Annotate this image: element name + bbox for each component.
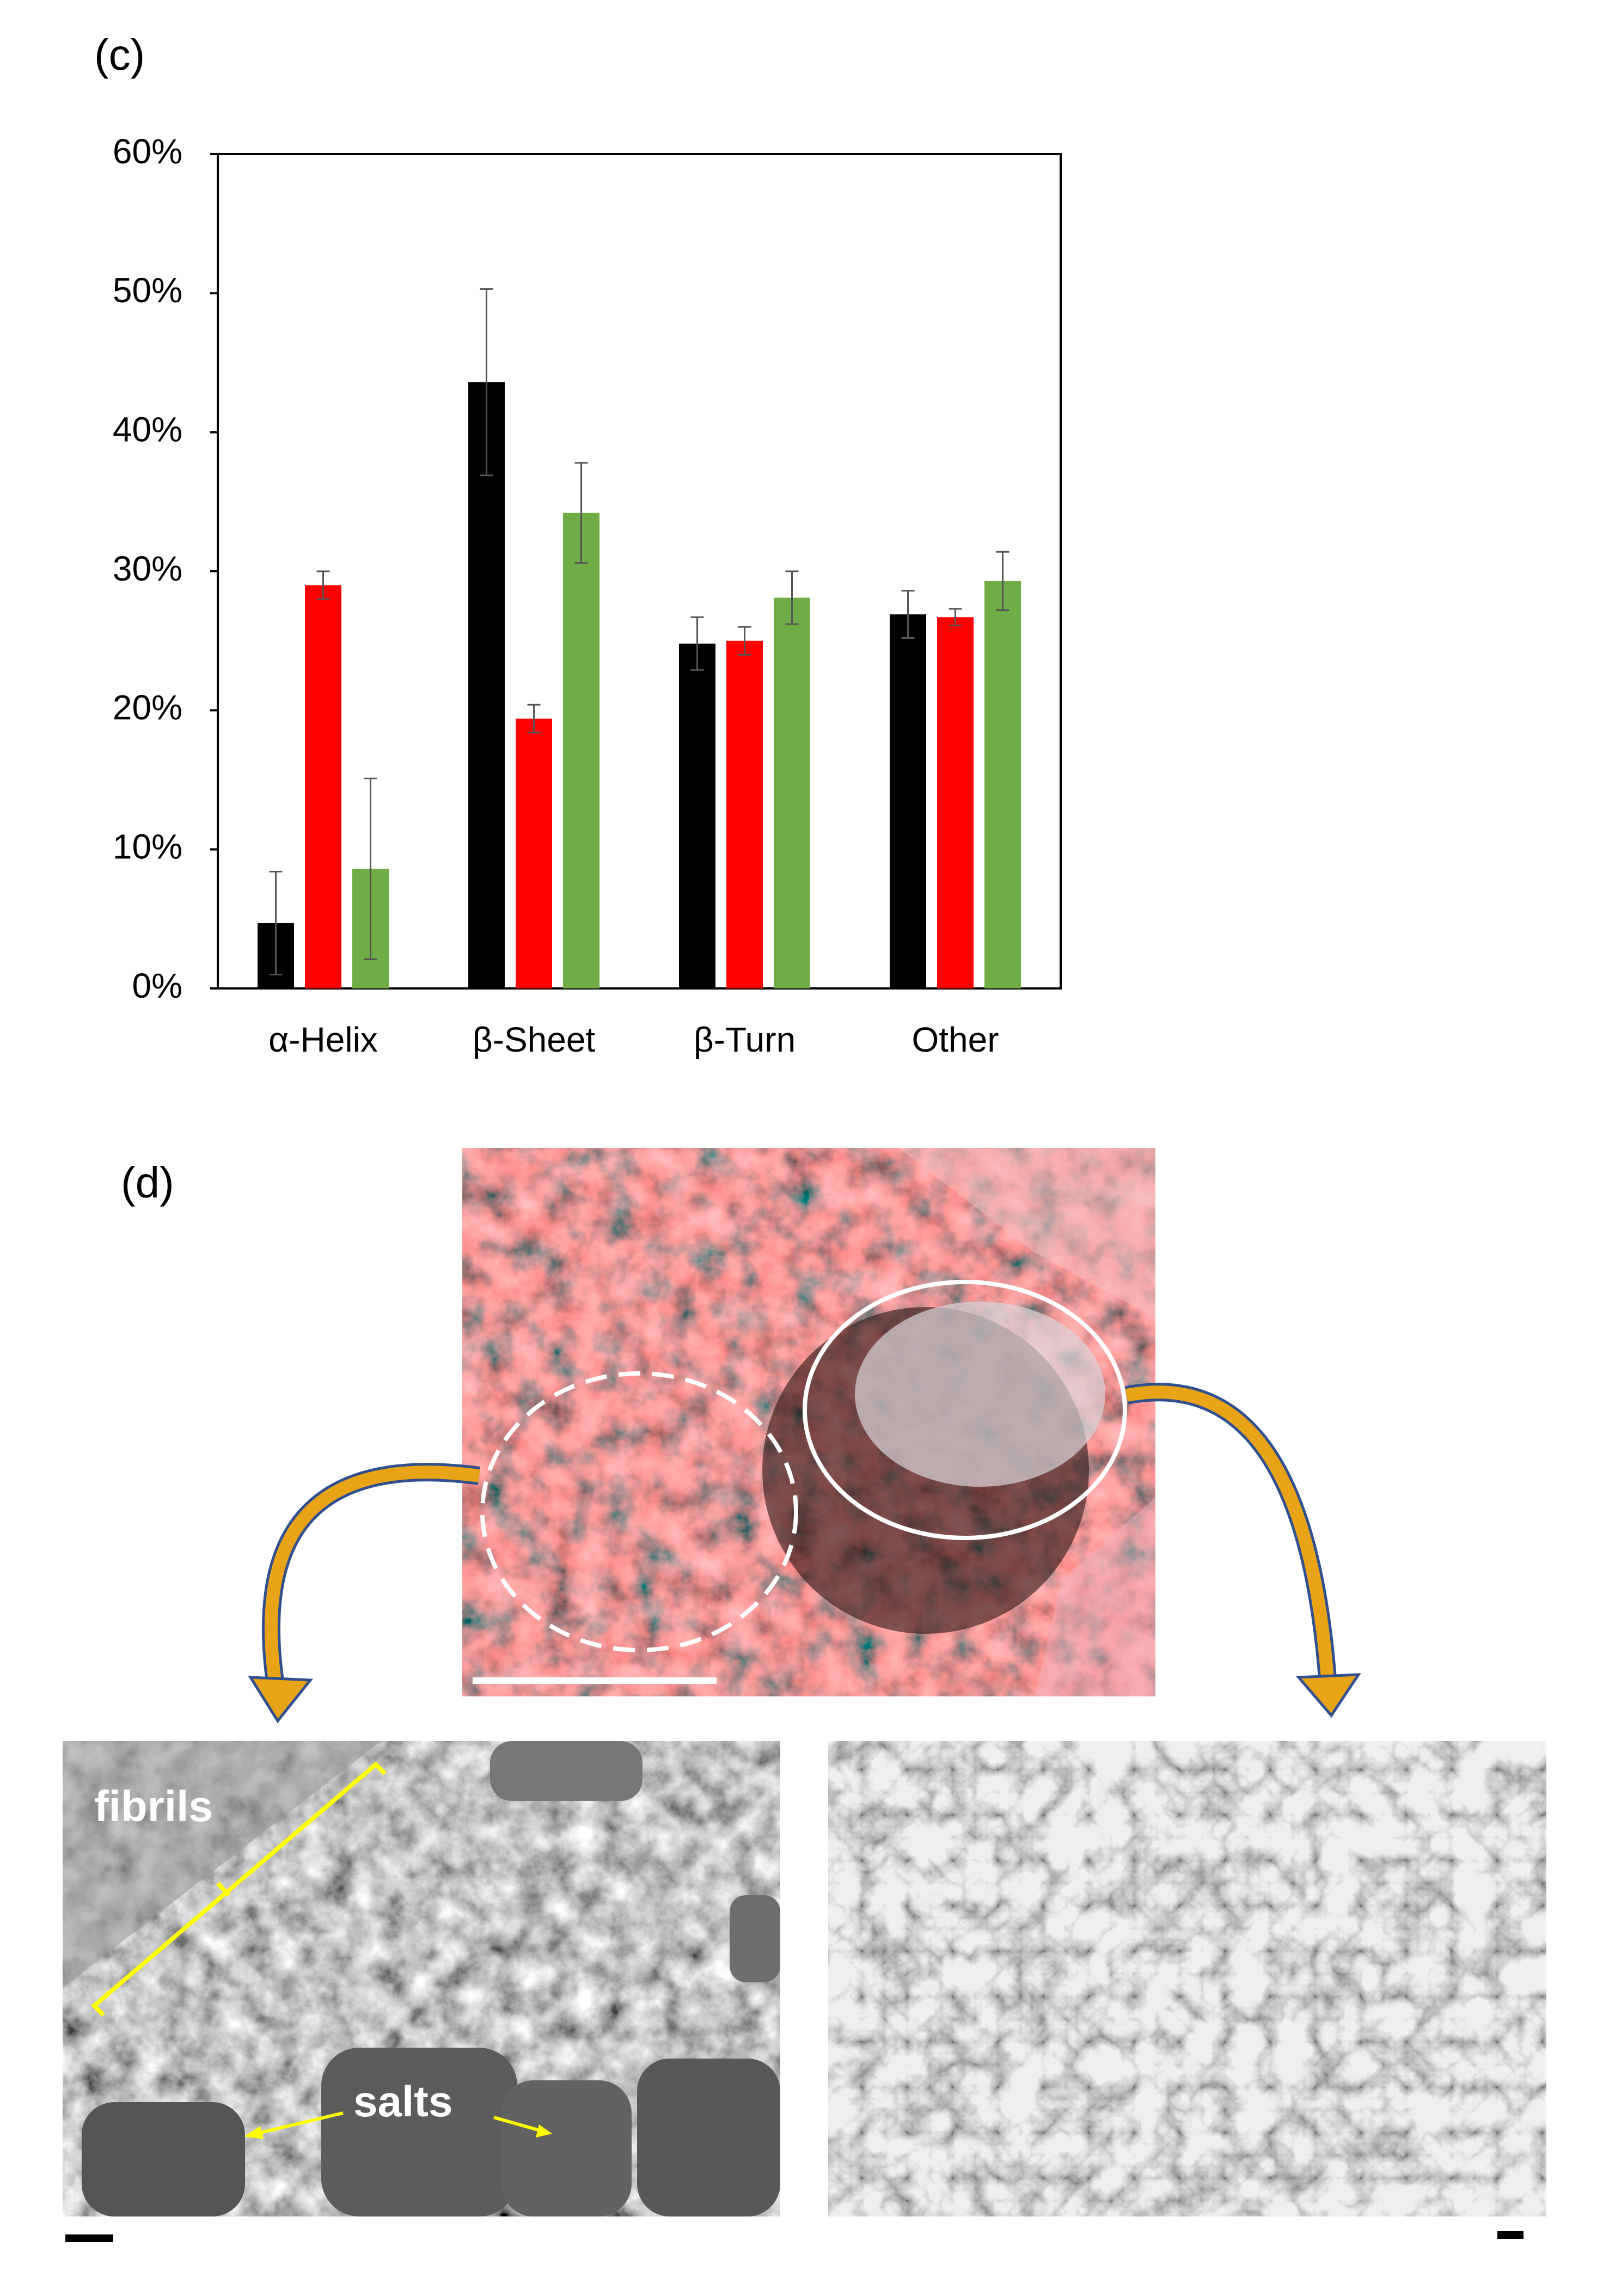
- salt-crystal: [82, 2102, 245, 2216]
- x-tick-label: β-Sheet: [473, 1020, 596, 1059]
- arrow: [1124, 1383, 1338, 1695]
- bar: [679, 643, 715, 988]
- salt-crystal: [730, 1895, 780, 1982]
- sem-texture: [828, 1741, 1546, 2216]
- bar: [774, 597, 810, 988]
- bar: [468, 382, 505, 989]
- y-tick-label: 40%: [113, 410, 182, 449]
- bar: [937, 617, 974, 988]
- arrow-head: [1295, 1673, 1361, 1718]
- bar: [563, 512, 599, 988]
- y-tick-label: 60%: [113, 132, 182, 171]
- bar: [516, 718, 552, 988]
- salt-crystal: [490, 1741, 643, 1801]
- salt-crystal: [321, 2048, 517, 2216]
- bar: [890, 614, 926, 988]
- bracket-tick: [216, 1882, 230, 1897]
- photo: [462, 1148, 1155, 1696]
- annotation: fibrils: [94, 1782, 213, 1830]
- salt-crystal: [637, 2059, 780, 2216]
- x-tick-label: α-Helix: [268, 1020, 378, 1059]
- white-region: [855, 1302, 1105, 1487]
- crystal: [1035, 1498, 1155, 1696]
- x-tick-label: Other: [911, 1020, 999, 1059]
- arrow: [265, 1465, 480, 1701]
- sem-smooth: [63, 1741, 381, 1988]
- arrow: [262, 1463, 481, 1701]
- y-tick-label: 50%: [113, 271, 182, 310]
- arrow: [1125, 1385, 1335, 1694]
- solid-circle: [803, 1280, 1127, 1540]
- y-tick-label: 0%: [132, 966, 183, 1005]
- annotation-arrow: [255, 2111, 344, 2135]
- annotation-arrow: [493, 2116, 542, 2133]
- bracket: [91, 1761, 387, 2017]
- annotation: salts: [353, 2077, 452, 2126]
- bar: [305, 585, 341, 988]
- y-tick-label: 10%: [113, 827, 182, 866]
- y-tick-label: 20%: [113, 688, 182, 727]
- panel-label: (c): [94, 30, 145, 79]
- plot-frame: [217, 153, 1062, 990]
- sem-left: [63, 1741, 780, 2216]
- bar: [984, 581, 1021, 988]
- crystal: [898, 1148, 1155, 1318]
- x-tick-label: β-Turn: [694, 1020, 796, 1059]
- annotation-arrow-head: [536, 2124, 552, 2138]
- y-tick-label: 30%: [113, 549, 182, 588]
- bar-chart: 0% 10% 20% 30% 40% 50% 60% α-Helix β-Sheet β-Turn…: [113, 132, 1062, 1059]
- annotation-arrow-head: [244, 2126, 264, 2139]
- sem-right: [828, 1741, 1546, 2216]
- arrow-head: [248, 1676, 314, 1724]
- dashed-circle: [480, 1371, 798, 1652]
- panel-label: (d): [121, 1158, 174, 1207]
- salt-crystal: [501, 2080, 632, 2216]
- bar: [726, 640, 763, 988]
